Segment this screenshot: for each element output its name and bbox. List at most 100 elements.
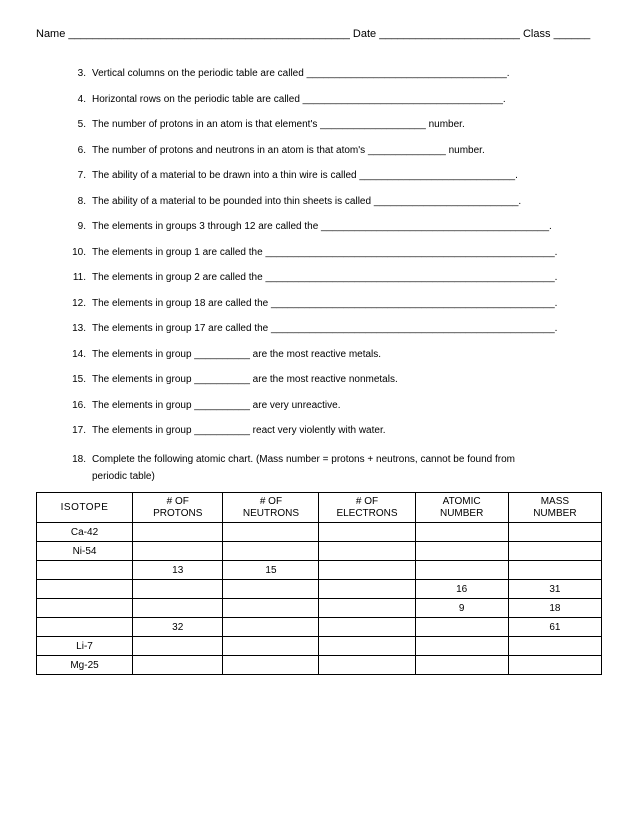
table-cell[interactable] [319,618,415,637]
table-cell[interactable]: 61 [508,618,601,637]
class-label: Class [523,28,551,40]
table-cell[interactable] [508,656,601,675]
col-mass-number: MASSNUMBER [508,493,601,523]
question-list: 3.Vertical columns on the periodic table… [36,68,602,465]
table-cell[interactable] [37,599,133,618]
table-row: Ca-42 [37,523,602,542]
question-text: The elements in group 1 are called the _… [92,247,602,258]
table-cell[interactable] [319,580,415,599]
table-cell[interactable] [223,542,319,561]
table-cell[interactable]: 31 [508,580,601,599]
table-cell[interactable] [37,618,133,637]
date-blank[interactable]: _______________________ [379,28,520,40]
table-row: 918 [37,599,602,618]
table-cell[interactable] [319,656,415,675]
question-text: The elements in group 17 are called the … [92,323,602,334]
table-cell[interactable] [319,599,415,618]
table-cell[interactable] [223,580,319,599]
table-cell[interactable]: 18 [508,599,601,618]
question-text: Vertical columns on the periodic table a… [92,68,602,79]
question-item: 12.The elements in group 18 are called t… [70,298,602,309]
question-number: 17. [70,425,92,436]
table-cell[interactable] [223,599,319,618]
table-cell[interactable]: 16 [415,580,508,599]
table-cell[interactable] [319,561,415,580]
question-subtext: periodic table) [36,471,602,482]
question-item: 5.The number of protons in an atom is th… [70,119,602,130]
name-blank[interactable]: ________________________________________… [68,28,349,40]
col-neutrons: # OFNEUTRONS [223,493,319,523]
question-number: 6. [70,145,92,156]
table-cell[interactable] [37,580,133,599]
question-item: 18.Complete the following atomic chart. … [70,454,602,465]
table-cell[interactable] [415,618,508,637]
table-cell[interactable]: Li-7 [37,637,133,656]
table-cell[interactable] [415,561,508,580]
question-item: 4.Horizontal rows on the periodic table … [70,94,602,105]
question-number: 9. [70,221,92,232]
question-text: The elements in group 2 are called the _… [92,272,602,283]
table-cell[interactable] [508,542,601,561]
table-cell[interactable] [415,637,508,656]
question-item: 17.The elements in group __________ reac… [70,425,602,436]
table-cell[interactable] [508,561,601,580]
table-row: 1631 [37,580,602,599]
table-cell[interactable]: 9 [415,599,508,618]
date-label: Date [353,28,376,40]
question-number: 13. [70,323,92,334]
question-text: The elements in group 18 are called the … [92,298,602,309]
table-header-row: ISOTOPE # OFPROTONS # OFNEUTRONS # OFELE… [37,493,602,523]
table-row: 32 61 [37,618,602,637]
table-cell[interactable] [133,523,223,542]
table-cell[interactable] [133,542,223,561]
question-item: 13.The elements in group 17 are called t… [70,323,602,334]
table-cell[interactable] [319,637,415,656]
table-cell[interactable] [415,656,508,675]
question-text: The elements in group __________ are the… [92,349,602,360]
table-cell[interactable] [133,599,223,618]
table-cell[interactable] [223,656,319,675]
table-cell[interactable] [415,523,508,542]
question-number: 7. [70,170,92,181]
table-cell[interactable] [133,656,223,675]
question-number: 12. [70,298,92,309]
col-protons: # OFPROTONS [133,493,223,523]
table-cell[interactable] [223,637,319,656]
table-row: 1315 [37,561,602,580]
table-cell[interactable] [508,637,601,656]
table-cell[interactable]: 32 [133,618,223,637]
table-cell[interactable]: Ca-42 [37,523,133,542]
question-item: 9.The elements in groups 3 through 12 ar… [70,221,602,232]
table-cell[interactable]: Ni-54 [37,542,133,561]
header-line: Name ___________________________________… [36,28,602,40]
question-number: 3. [70,68,92,79]
question-text: The number of protons in an atom is that… [92,119,602,130]
question-item: 8.The ability of a material to be pounde… [70,196,602,207]
table-cell[interactable] [319,523,415,542]
question-item: 10.The elements in group 1 are called th… [70,247,602,258]
table-row: Mg-25 [37,656,602,675]
table-cell[interactable] [319,542,415,561]
table-cell[interactable]: Mg-25 [37,656,133,675]
question-number: 8. [70,196,92,207]
table-cell[interactable]: 15 [223,561,319,580]
table-cell[interactable] [133,637,223,656]
atomic-chart-table: ISOTOPE # OFPROTONS # OFNEUTRONS # OFELE… [36,492,602,675]
table-cell[interactable] [223,523,319,542]
question-text: The elements in groups 3 through 12 are … [92,221,602,232]
table-cell[interactable] [415,542,508,561]
table-cell[interactable] [223,618,319,637]
question-item: 3.Vertical columns on the periodic table… [70,68,602,79]
class-blank[interactable]: ______ [554,28,591,40]
table-cell[interactable] [133,580,223,599]
question-item: 15.The elements in group __________ are … [70,374,602,385]
question-item: 7.The ability of a material to be drawn … [70,170,602,181]
col-electrons: # OFELECTRONS [319,493,415,523]
question-item: 14.The elements in group __________ are … [70,349,602,360]
table-cell[interactable]: 13 [133,561,223,580]
question-item: 11.The elements in group 2 are called th… [70,272,602,283]
table-cell[interactable] [508,523,601,542]
table-cell[interactable] [37,561,133,580]
question-text: The ability of a material to be pounded … [92,196,602,207]
question-number: 14. [70,349,92,360]
